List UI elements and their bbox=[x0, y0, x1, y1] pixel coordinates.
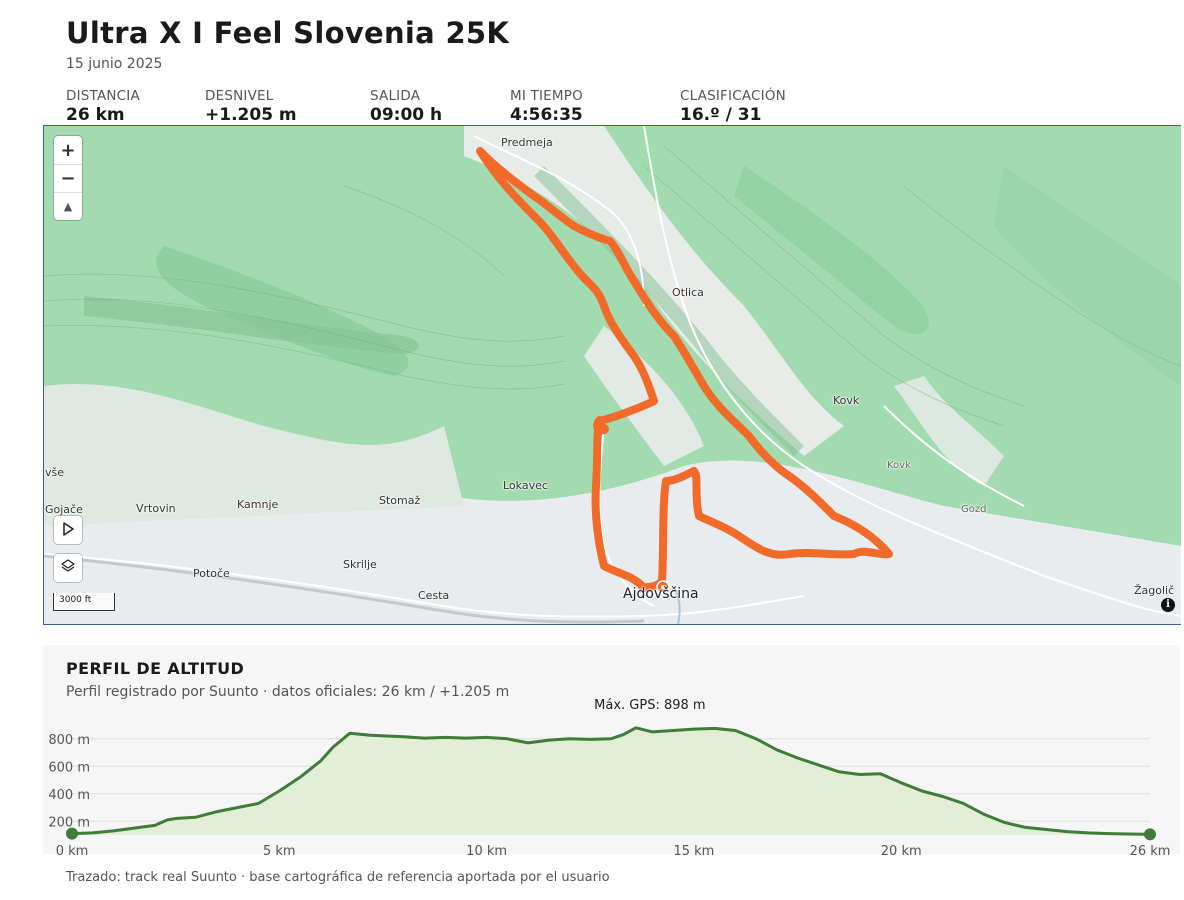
place-label: Otlica bbox=[672, 286, 704, 299]
layers-control bbox=[54, 554, 82, 582]
info-icon[interactable]: i bbox=[1161, 598, 1175, 612]
footer-note: Trazado: track real Suunto · base cartog… bbox=[66, 870, 610, 885]
place-label: Potoče bbox=[193, 567, 230, 580]
map-scale-bar: 3000 ft bbox=[53, 593, 115, 611]
scale-label: 3000 ft bbox=[59, 595, 92, 605]
stat-value: 09:00 h bbox=[370, 105, 443, 125]
compass-button[interactable]: ▲ bbox=[54, 192, 82, 220]
play-button[interactable] bbox=[54, 516, 82, 544]
y-tick-label: 400 m bbox=[48, 788, 90, 803]
stat-label: MI TIEMPO bbox=[510, 88, 583, 104]
y-tick-label: 600 m bbox=[48, 760, 90, 775]
place-label: Kamnje bbox=[237, 498, 279, 511]
race-title: Ultra X I Feel Slovenia 25K bbox=[66, 16, 510, 50]
stat-distance: DISTANCIA 26 km bbox=[66, 88, 140, 125]
place-label: vše bbox=[45, 466, 65, 479]
y-tick-label: 800 m bbox=[48, 733, 90, 748]
x-tick-label: 20 km bbox=[881, 844, 922, 859]
route-map[interactable]: Predmeja Otlica Kovk Kovk Gozd Žagolič L… bbox=[43, 125, 1181, 625]
place-label: Skrilje bbox=[343, 558, 377, 571]
x-tick-label: 26 km bbox=[1130, 844, 1171, 859]
stat-start: SALIDA 09:00 h bbox=[370, 88, 442, 125]
play-control bbox=[54, 516, 82, 544]
y-tick-label: 200 m bbox=[48, 815, 90, 830]
start-marker bbox=[66, 827, 78, 840]
place-label: Kovk bbox=[833, 394, 860, 407]
stat-label: DESNIVEL bbox=[205, 88, 274, 104]
end-marker bbox=[1144, 828, 1156, 841]
zoom-controls: + − ▲ bbox=[54, 136, 82, 220]
layers-icon bbox=[61, 558, 75, 572]
elevation-line bbox=[71, 726, 1151, 836]
x-tick-label: 15 km bbox=[673, 844, 714, 859]
stat-label: CLASIFICACIÓN bbox=[680, 88, 786, 104]
place-label: Ajdovščina bbox=[623, 586, 699, 602]
stat-label: SALIDA bbox=[370, 88, 421, 104]
profile-title: PERFIL DE ALTITUD bbox=[66, 659, 245, 678]
play-icon bbox=[63, 521, 74, 536]
stat-value: 4:56:35 bbox=[510, 105, 583, 125]
stat-value: +1.205 m bbox=[205, 105, 297, 125]
map-tiles bbox=[44, 126, 1181, 624]
race-date: 15 junio 2025 bbox=[66, 56, 163, 72]
x-tick-label: 0 km bbox=[56, 844, 89, 859]
place-label: Gozd bbox=[961, 504, 987, 515]
stat-elevation: DESNIVEL +1.205 m bbox=[205, 88, 297, 125]
profile-subtitle: Perfil registrado por Suunto · datos ofi… bbox=[66, 684, 510, 700]
x-tick-label: 10 km bbox=[466, 844, 507, 859]
place-label: Lokavec bbox=[503, 479, 548, 492]
zoom-out-button[interactable]: − bbox=[54, 164, 82, 192]
x-tick-label: 5 km bbox=[263, 844, 296, 859]
layers-button[interactable] bbox=[54, 554, 82, 582]
place-label: Kovk bbox=[887, 460, 911, 471]
place-label: Predmeja bbox=[501, 136, 553, 149]
place-label: Stomaž bbox=[379, 494, 421, 507]
place-label: Gojače bbox=[45, 503, 83, 516]
place-label: Cesta bbox=[418, 589, 450, 602]
stat-value: 26 km bbox=[66, 105, 125, 125]
stat-my-time: MI TIEMPO 4:56:35 bbox=[510, 88, 583, 125]
max-elevation-label: Máx. GPS: 898 m bbox=[594, 698, 705, 713]
compass-icon: ▲ bbox=[63, 200, 73, 213]
place-label: Vrtovin bbox=[136, 502, 176, 515]
finish-marker-icon bbox=[656, 580, 670, 594]
stat-ranking: CLASIFICACIÓN 16.º / 31 bbox=[680, 88, 786, 125]
place-label: Žagolič bbox=[1134, 584, 1175, 597]
stat-value: 16.º / 31 bbox=[680, 105, 762, 125]
zoom-in-button[interactable]: + bbox=[54, 136, 82, 164]
elevation-area bbox=[72, 727, 1150, 835]
stat-label: DISTANCIA bbox=[66, 88, 140, 104]
